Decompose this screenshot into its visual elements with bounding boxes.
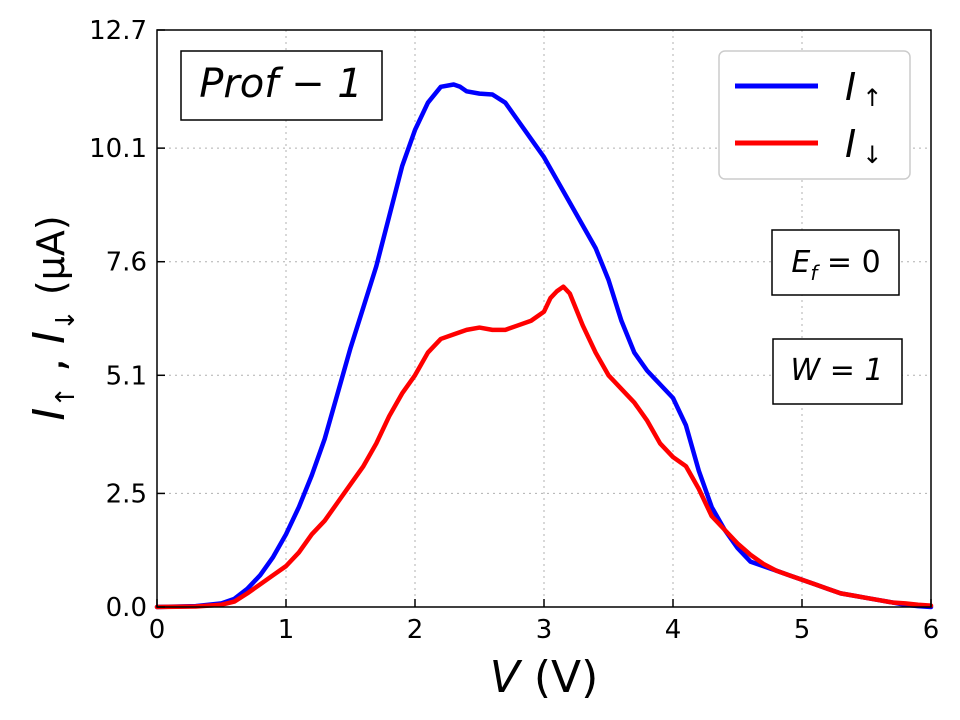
fermi-energy-annotation: Ef = 0 [771,229,900,296]
y-tick-label: 12.7 [89,16,147,46]
width-annotation: W = 1 [772,338,903,405]
x-tick-label: 0 [149,615,166,645]
y-tick-label: 0.0 [106,593,147,623]
legend-label-down: I ↓ [845,122,882,169]
width-label: W = 1 [791,353,884,388]
y-axis-ticks: 0.0 2.5 5.1 7.6 10.1 12.7 [89,16,165,623]
x-axis-label: V (V) [490,652,599,703]
x-tick-label: 5 [794,615,811,645]
x-tick-label: 1 [278,615,295,645]
profile-annotation: Prof − 1 [180,50,383,121]
x-tick-label: 4 [665,615,682,645]
legend-label-up: I ↑ [845,65,882,112]
y-tick-label: 5.1 [106,361,147,391]
profile-label: Prof − 1 [199,61,363,107]
fermi-energy-label: Ef = 0 [791,245,880,285]
series-line-spin-down [154,284,934,610]
y-tick-label: 10.1 [89,134,147,164]
y-tick-label: 2.5 [106,479,147,509]
y-tick-label: 7.6 [106,248,147,278]
x-tick-label: 2 [407,615,424,645]
legend: I ↑ I ↓ [718,50,911,180]
x-tick-label: 6 [923,615,940,645]
series-layer [154,82,934,610]
x-tick-label: 3 [536,615,553,645]
y-axis-label: I↑ , I↓(μA) [24,215,81,420]
x-axis-ticks: 0 1 2 3 4 5 6 [149,599,940,645]
